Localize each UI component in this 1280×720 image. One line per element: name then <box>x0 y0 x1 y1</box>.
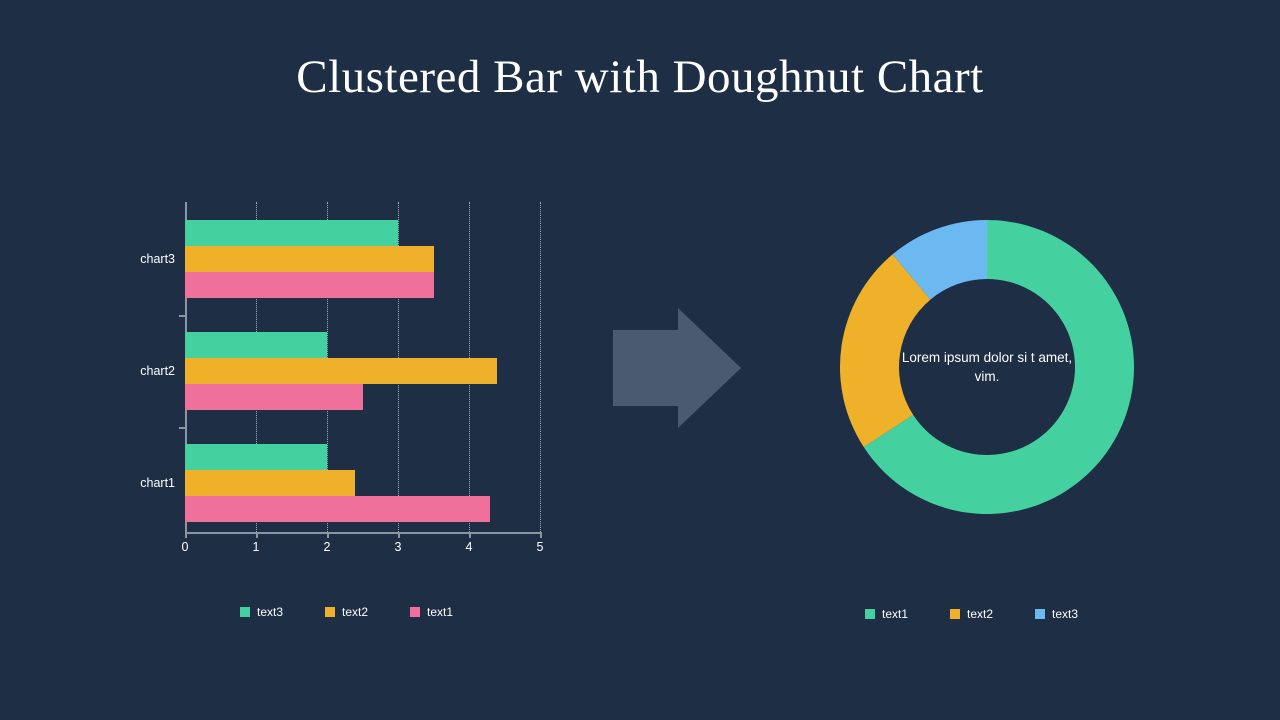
legend-item-text2[interactable]: text2 <box>950 607 993 621</box>
bar-chart3-text2[interactable] <box>185 246 434 272</box>
legend-label: text1 <box>882 607 909 621</box>
bar-plot-area: chart3 chart2 chart1 0 1 2 3 4 5 <box>140 202 543 554</box>
doughnut-slices <box>840 220 1134 514</box>
category-label-chart2: chart2 <box>140 364 175 378</box>
doughnut-svg <box>840 220 1134 514</box>
gridline <box>540 202 541 532</box>
right-arrow-icon <box>613 308 741 428</box>
bar-x-axis-line <box>185 532 540 534</box>
x-tick-mark <box>398 532 400 538</box>
x-tick-mark <box>185 532 187 538</box>
bar-chart3-text1[interactable] <box>185 272 434 298</box>
legend-swatch-icon <box>240 607 250 617</box>
bar-chart1-text1[interactable] <box>185 496 491 522</box>
page-title: Clustered Bar with Doughnut Chart <box>296 51 984 103</box>
category-label-chart3: chart3 <box>140 252 175 266</box>
y-tick-mark <box>179 427 185 429</box>
x-tick-label: 1 <box>252 540 260 554</box>
bar-chart-legend: text3 text2 text1 <box>240 605 510 619</box>
legend-item-text1[interactable]: text1 <box>410 605 453 619</box>
legend-swatch-icon <box>865 609 875 619</box>
legend-swatch-icon <box>950 609 961 619</box>
legend-item-text3[interactable]: text3 <box>240 605 283 619</box>
bar-chart1-text3[interactable] <box>185 444 327 470</box>
x-tick-label: 2 <box>323 540 331 554</box>
x-tick-label: 3 <box>394 540 402 554</box>
x-tick-mark <box>256 532 258 538</box>
doughnut-slice-text1[interactable] <box>863 220 1134 514</box>
y-tick-mark <box>179 315 185 317</box>
doughnut-chart: Lorem ipsum dolor si t amet, vim. <box>840 220 1134 514</box>
legend-swatch-icon <box>325 607 336 617</box>
x-tick-mark <box>469 532 471 538</box>
bar-chart2-text1[interactable] <box>185 384 363 410</box>
legend-label: text2 <box>342 605 369 619</box>
doughnut-chart-legend: text1 text2 text3 <box>865 607 1125 621</box>
bar-chart3-text3[interactable] <box>185 220 398 246</box>
clustered-bar-chart: chart3 chart2 chart1 0 1 2 3 4 5 <box>130 190 560 580</box>
legend-item-text3[interactable]: text3 <box>1035 607 1078 621</box>
legend-swatch-icon <box>410 607 421 617</box>
x-tick-label: 5 <box>536 540 544 554</box>
doughnut-slice-text2[interactable] <box>840 254 931 448</box>
x-tick-label: 0 <box>181 540 189 554</box>
bar-chart1-text2[interactable] <box>185 470 356 496</box>
legend-label: text2 <box>967 607 994 621</box>
legend-item-text2[interactable]: text2 <box>325 605 368 619</box>
legend-item-text1[interactable]: text1 <box>865 607 908 621</box>
bar-chart2-text3[interactable] <box>185 332 327 358</box>
x-tick-mark <box>540 532 542 538</box>
legend-label: text1 <box>427 605 454 619</box>
x-tick-label: 4 <box>465 540 473 554</box>
bar-chart2-text2[interactable] <box>185 358 498 384</box>
legend-swatch-icon <box>1035 609 1046 619</box>
legend-label: text3 <box>257 605 284 619</box>
legend-label: text3 <box>1052 607 1079 621</box>
doughnut-slice-text3[interactable] <box>892 220 987 300</box>
category-label-chart1: chart1 <box>140 476 175 490</box>
x-tick-mark <box>327 532 329 538</box>
